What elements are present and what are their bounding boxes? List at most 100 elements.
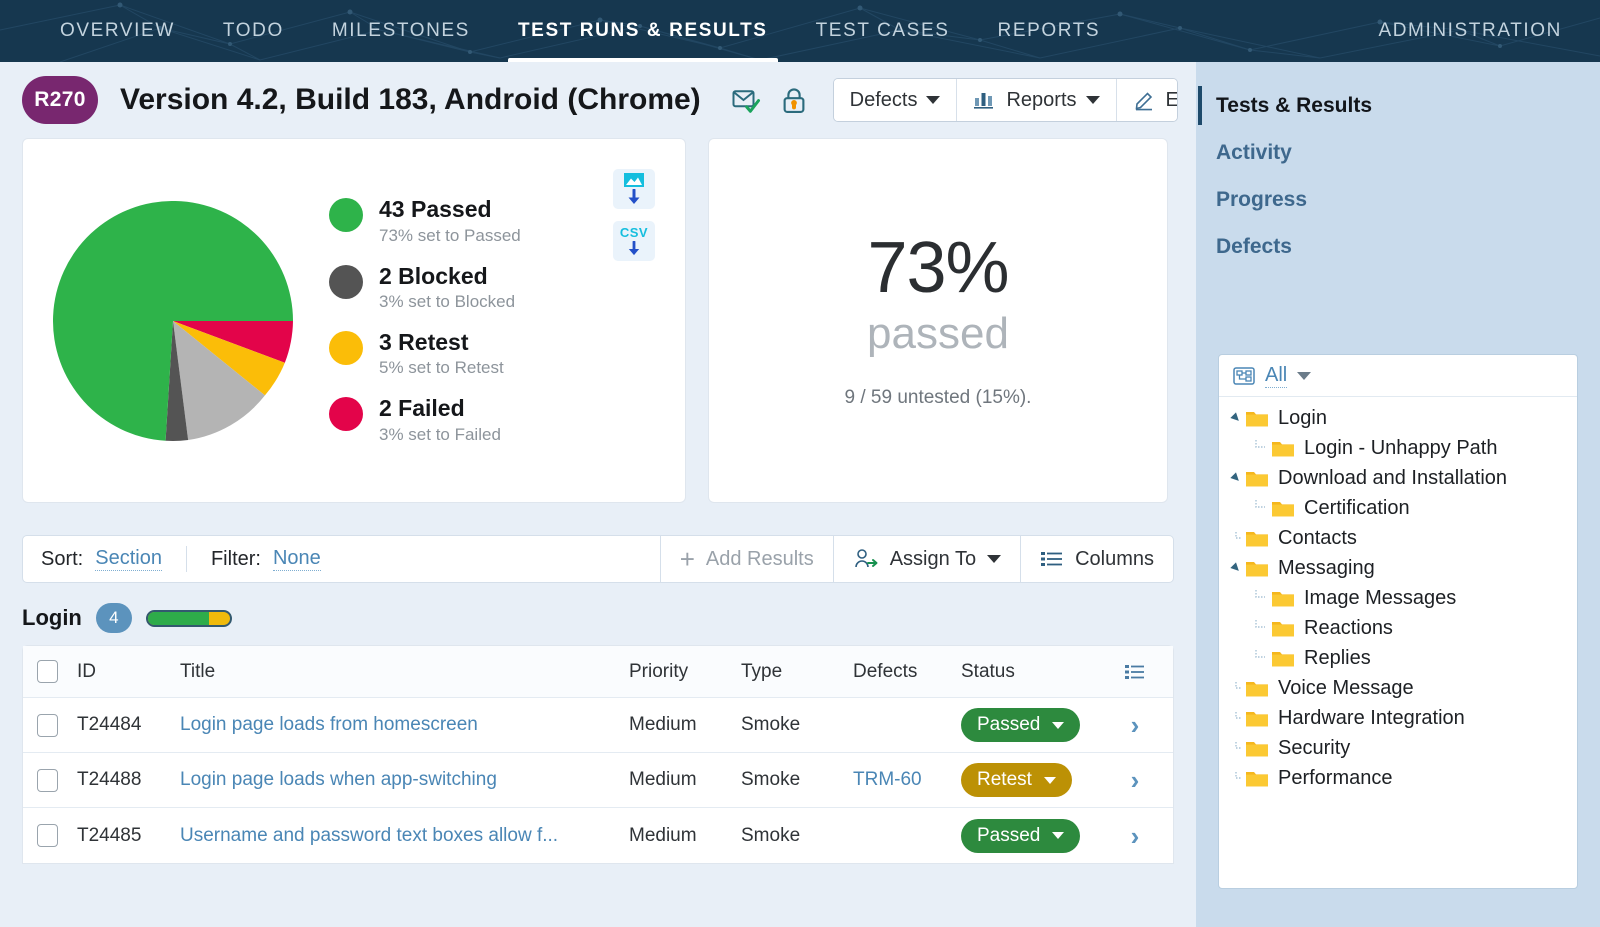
tree-connector <box>1253 437 1271 460</box>
table-row[interactable]: T24488 Login page loads when app-switchi… <box>23 753 1173 808</box>
row-expand[interactable]: › <box>1111 767 1159 793</box>
add-results-button[interactable]: + Add Results <box>661 536 834 582</box>
row-checkbox[interactable] <box>37 768 58 792</box>
expand-arrow-icon[interactable] <box>1227 472 1245 484</box>
tree-header: All <box>1219 355 1577 397</box>
tree-scope-link[interactable]: All <box>1265 363 1288 388</box>
folder-icon <box>1246 531 1268 546</box>
row-priority: Medium <box>629 714 697 735</box>
tree-node-label: Login <box>1278 406 1327 429</box>
sidebar-item-progress[interactable]: Progress <box>1216 187 1308 211</box>
pie-slice-untested <box>173 320 265 440</box>
row-expand[interactable]: › <box>1111 823 1159 849</box>
row-defect-link[interactable]: TRM-60 <box>853 769 922 790</box>
select-all-checkbox[interactable] <box>37 660 58 683</box>
status-label: Passed <box>977 824 1041 846</box>
status-label: Passed <box>977 714 1041 735</box>
tree-node-performance[interactable]: Performance <box>1219 763 1577 793</box>
row-status: Passed <box>961 818 1111 853</box>
tree-node-image-messages[interactable]: Image Messages <box>1219 583 1577 613</box>
filter-value-link[interactable]: None <box>272 547 321 571</box>
pencil-icon <box>1135 92 1152 111</box>
defects-dropdown-button[interactable]: Defects <box>833 79 958 121</box>
legend-item-blocked: 2 Blocked 3% set to Blocked <box>329 263 685 312</box>
assign-to-button[interactable]: Assign To <box>834 536 1022 582</box>
tree-node-contacts[interactable]: Contacts <box>1219 523 1577 553</box>
columns-icon <box>1041 552 1063 566</box>
expand-arrow-icon[interactable] <box>1227 412 1245 424</box>
sidebar-item-activity[interactable]: Activity <box>1216 140 1292 164</box>
tree-node-login-unhappy-path[interactable]: Login - Unhappy Path <box>1219 433 1577 463</box>
tree-node-label: Reactions <box>1304 616 1393 639</box>
tree-connector <box>1253 617 1271 640</box>
sidebar-item-defects[interactable]: Defects <box>1216 234 1292 258</box>
nav-item-overview[interactable]: OVERVIEW <box>60 20 175 41</box>
legend-item-passed: 43 Passed 73% set to Passed <box>329 196 685 245</box>
results-table: ID Title Priority Type Defects Status <box>22 645 1174 864</box>
tree-node-download-and-installation[interactable]: Download and Installation <box>1219 463 1577 493</box>
tree-node-reactions[interactable]: Reactions <box>1219 613 1577 643</box>
column-header-type[interactable]: Type <box>741 660 783 682</box>
nav-item-test-runs-and-results[interactable]: TEST RUNS & RESULTS <box>494 0 792 62</box>
reports-dropdown-button[interactable]: Reports <box>957 79 1117 121</box>
legend-count-failed: 2 Failed <box>379 395 465 422</box>
tree-node-messaging[interactable]: Messaging <box>1219 553 1577 583</box>
tree-node-hardware-integration[interactable]: Hardware Integration <box>1219 703 1577 733</box>
row-checkbox[interactable] <box>37 713 58 737</box>
column-header-title[interactable]: Title <box>180 660 216 682</box>
legend-count-blocked: 2 Blocked <box>379 262 488 289</box>
sort-value-link[interactable]: Section <box>95 547 162 571</box>
download-csv-button[interactable]: CSV <box>613 221 655 261</box>
status-badge[interactable]: Retest <box>961 763 1072 797</box>
download-image-button[interactable] <box>613 169 655 209</box>
pass-percent-label: passed <box>867 309 1009 358</box>
lock-icon[interactable] <box>779 85 809 115</box>
nav-item-reports[interactable]: REPORTS <box>997 20 1101 41</box>
row-priority: Medium <box>629 769 697 790</box>
column-header-defects[interactable]: Defects <box>853 660 918 682</box>
email-check-icon[interactable] <box>731 85 761 115</box>
columns-settings-icon <box>1125 664 1144 679</box>
row-title-link[interactable]: Login page loads when app-switching <box>180 769 497 790</box>
tree-node-voice-message[interactable]: Voice Message <box>1219 673 1577 703</box>
status-badge[interactable]: Passed <box>961 708 1081 742</box>
column-header-id[interactable]: ID <box>77 660 96 682</box>
tree-node-certification[interactable]: Certification <box>1219 493 1577 523</box>
pass-percent-value: 73% <box>867 228 1009 308</box>
folder-icon <box>1246 771 1268 786</box>
tree-node-replies[interactable]: Replies <box>1219 643 1577 673</box>
row-id: T24485 <box>77 824 142 846</box>
column-header-priority[interactable]: Priority <box>629 660 689 682</box>
chevron-down-icon[interactable] <box>1297 371 1312 380</box>
column-settings-button[interactable] <box>1111 663 1159 681</box>
table-row[interactable]: T24484 Login page loads from homescreen … <box>23 698 1173 753</box>
status-badge[interactable]: Passed <box>961 818 1081 853</box>
run-id-badge: R270 <box>22 76 98 124</box>
row-title-link[interactable]: Login page loads from homescreen <box>180 714 478 735</box>
tree-node-login[interactable]: Login <box>1219 403 1577 433</box>
nav-item-todo[interactable]: TODO <box>222 20 284 41</box>
section-progress-bar <box>145 609 232 627</box>
reports-label: Reports <box>1006 88 1077 111</box>
row-type: Smoke <box>741 824 801 846</box>
row-checkbox[interactable] <box>37 824 58 847</box>
chevron-down-icon <box>1043 776 1056 784</box>
tree-node-security[interactable]: Security <box>1219 733 1577 763</box>
row-type: Smoke <box>741 769 801 790</box>
legend-dot-failed <box>329 397 363 432</box>
nav-item-administration[interactable]: ADMINISTRATION <box>1378 20 1562 41</box>
pie-svg <box>53 200 293 441</box>
expand-arrow-icon[interactable] <box>1227 562 1245 574</box>
filter-control: Filter: None <box>193 536 339 582</box>
columns-button[interactable]: Columns <box>1021 536 1173 582</box>
table-row[interactable]: T24485 Username and password text boxes … <box>23 808 1173 863</box>
row-title-link[interactable]: Username and password text boxes allow f… <box>180 824 559 846</box>
nav-item-test-cases[interactable]: TEST CASES <box>815 20 950 41</box>
sidebar-item-tests-and-results[interactable]: Tests & Results <box>1196 82 1582 129</box>
row-id: T24484 <box>77 714 142 735</box>
column-header-status[interactable]: Status <box>961 660 1015 682</box>
row-id: T24488 <box>77 769 142 790</box>
nav-item-milestones[interactable]: MILESTONES <box>331 20 470 41</box>
row-expand[interactable]: › <box>1111 712 1159 738</box>
edit-button[interactable]: Edit <box>1116 79 1177 121</box>
